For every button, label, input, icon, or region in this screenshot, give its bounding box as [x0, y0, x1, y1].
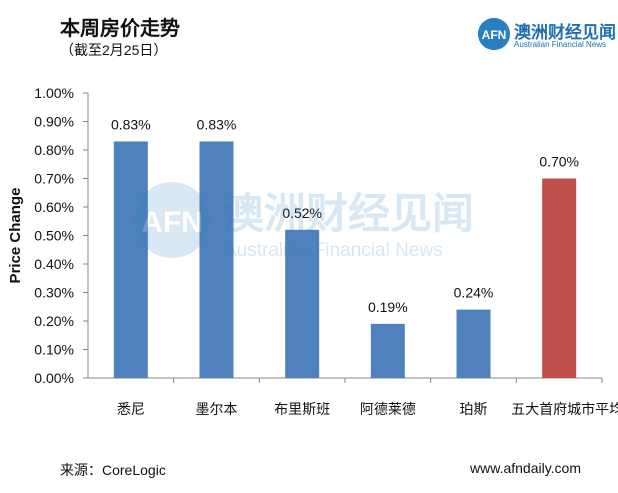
- bar: [199, 141, 234, 378]
- afn-logo-icon: AFN: [478, 18, 510, 50]
- chart-subtitle: （截至2月25日）: [60, 42, 168, 58]
- chart-title: 本周房价走势: [60, 18, 180, 40]
- y-tick-label: 0.40%: [34, 256, 74, 272]
- y-tick-label: 0.90%: [34, 114, 74, 130]
- y-tick-label: 0.10%: [34, 342, 74, 358]
- y-tick-label: 1.00%: [34, 85, 74, 101]
- brand-name: 澳洲财经见闻: [514, 23, 616, 42]
- data-label: 0.83%: [111, 116, 151, 132]
- x-tick-label: 墨尔本: [196, 402, 238, 418]
- x-tick-label: 悉尼: [117, 402, 145, 418]
- brand-header: AFN 澳洲财经见闻 Australian Financial News: [478, 18, 616, 52]
- x-tick-label: 布里斯班: [274, 402, 330, 418]
- y-tick-label: 0.50%: [34, 228, 74, 244]
- data-label: 0.83%: [197, 116, 237, 132]
- data-label: 0.70%: [539, 154, 579, 170]
- data-label: 0.52%: [282, 205, 322, 221]
- y-tick-label: 0.80%: [34, 142, 74, 158]
- y-tick-label: 0.00%: [34, 370, 74, 386]
- y-tick-label: 0.20%: [34, 313, 74, 329]
- brand-logo-text: AFN: [482, 28, 507, 42]
- x-tick-label: 阿德莱德: [360, 402, 416, 418]
- y-tick-label: 0.70%: [34, 171, 74, 187]
- source-note: 来源：CoreLogic: [60, 462, 166, 478]
- x-tick-label: 五大首府城市平均: [511, 401, 618, 418]
- y-tick-label: 0.30%: [34, 285, 74, 301]
- bar: [370, 323, 405, 378]
- brand-tagline: Australian Financial News: [514, 40, 607, 49]
- bar: [542, 178, 577, 378]
- data-label: 0.19%: [368, 299, 408, 315]
- y-axis-label: Price Change: [7, 188, 24, 284]
- y-tick-label: 0.60%: [34, 199, 74, 215]
- bar: [456, 309, 491, 378]
- bar: [285, 229, 320, 378]
- bar: [113, 141, 148, 378]
- data-label: 0.24%: [454, 285, 494, 301]
- site-url: www.afndaily.com: [470, 460, 582, 476]
- x-tick-label: 珀斯: [460, 402, 488, 418]
